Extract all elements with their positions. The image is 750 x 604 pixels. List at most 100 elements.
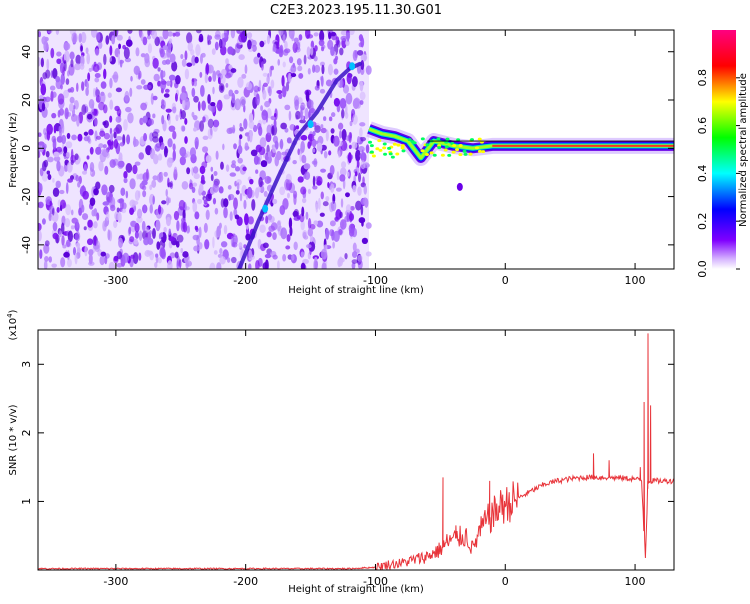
noise-speckle bbox=[236, 30, 241, 34]
noise-speckle bbox=[176, 234, 184, 243]
noise-speckle bbox=[316, 180, 322, 186]
noise-speckle bbox=[104, 222, 108, 228]
noise-speckle bbox=[216, 262, 222, 269]
noise-speckle bbox=[61, 123, 65, 134]
noise-speckle bbox=[80, 31, 87, 44]
trace-speckle bbox=[447, 153, 452, 157]
noise-speckle bbox=[77, 133, 83, 142]
noise-speckle bbox=[89, 146, 94, 155]
diagonal-trace-highlight bbox=[349, 62, 356, 71]
noise-speckle bbox=[94, 73, 101, 78]
diagonal-trace bbox=[237, 61, 362, 269]
noise-speckle bbox=[76, 82, 79, 93]
noise-speckle bbox=[166, 216, 171, 227]
noise-speckle bbox=[56, 160, 61, 172]
noise-speckle bbox=[119, 142, 125, 147]
noise-speckle bbox=[274, 155, 280, 167]
colorbar-tick-label: 0.0 bbox=[696, 260, 709, 278]
noise-speckle bbox=[66, 132, 71, 139]
noise-speckle bbox=[147, 43, 153, 54]
noise-speckle bbox=[154, 143, 161, 152]
noise-speckle bbox=[109, 56, 112, 62]
noise-speckle bbox=[301, 206, 305, 217]
spectrogram-x-ticks: -300 -200 -100 0 100 bbox=[103, 30, 646, 287]
noise-speckle bbox=[88, 129, 94, 136]
noise-speckle bbox=[182, 221, 188, 233]
noise-speckle bbox=[141, 180, 148, 186]
trace-speckle bbox=[382, 142, 387, 146]
noise-speckle bbox=[271, 125, 275, 136]
noise-speckle bbox=[117, 160, 124, 170]
noise-speckle bbox=[94, 117, 98, 127]
noise-speckle bbox=[52, 187, 60, 197]
noise-speckle bbox=[179, 92, 187, 101]
noise-speckle bbox=[154, 262, 158, 269]
noise-speckle bbox=[172, 130, 177, 140]
noise-speckle bbox=[83, 226, 87, 231]
noise-speckle bbox=[60, 257, 66, 268]
noise-speckle bbox=[239, 96, 246, 107]
noise-speckle bbox=[42, 218, 46, 225]
noise-speckle bbox=[56, 58, 62, 65]
noise-speckle bbox=[65, 204, 72, 216]
noise-speckle bbox=[88, 261, 95, 266]
noise-speckle bbox=[63, 42, 71, 51]
noise-speckle bbox=[59, 230, 62, 238]
noise-speckle bbox=[98, 143, 104, 149]
noise-speckle bbox=[286, 192, 290, 199]
trace-speckle bbox=[400, 146, 405, 150]
noise-speckle bbox=[357, 259, 363, 269]
noise-speckle bbox=[152, 228, 156, 239]
noise-speckle bbox=[186, 62, 193, 67]
noise-speckle bbox=[365, 222, 372, 229]
noise-speckle bbox=[95, 135, 102, 140]
noise-speckle bbox=[91, 186, 95, 198]
noise-speckle bbox=[93, 221, 98, 229]
trace-speckle bbox=[463, 152, 468, 156]
noise-speckle bbox=[245, 82, 253, 91]
noise-speckle bbox=[144, 58, 151, 68]
noise-speckle bbox=[297, 65, 303, 72]
noise-speckle bbox=[313, 220, 319, 226]
noise-speckle bbox=[197, 101, 201, 112]
noise-speckle bbox=[264, 175, 271, 184]
x-tick-label: -100 bbox=[363, 575, 388, 588]
noise-speckle bbox=[300, 220, 305, 231]
noise-speckle bbox=[340, 35, 348, 41]
noise-speckle bbox=[102, 149, 109, 158]
noise-speckle bbox=[81, 204, 85, 213]
noise-speckle bbox=[254, 187, 259, 199]
noise-speckle bbox=[234, 89, 239, 95]
noise-speckle bbox=[297, 148, 301, 156]
noise-speckle bbox=[359, 91, 366, 101]
snr-x-ticks: -300 -200 -100 0 100 bbox=[103, 330, 646, 588]
y-tick-label: 40 bbox=[20, 45, 33, 59]
noise-speckle bbox=[143, 133, 148, 142]
noise-speckle bbox=[161, 200, 167, 205]
noise-speckle bbox=[123, 177, 128, 184]
noise-speckle bbox=[248, 120, 255, 129]
noise-speckle bbox=[316, 220, 324, 228]
noise-speckle bbox=[220, 73, 226, 85]
noise-speckle bbox=[216, 99, 223, 112]
noise-speckle bbox=[201, 161, 208, 169]
noise-speckle bbox=[311, 138, 317, 148]
trace-speckle bbox=[458, 143, 463, 147]
noise-speckle bbox=[358, 217, 366, 224]
noise-speckle bbox=[262, 89, 267, 100]
noise-speckle bbox=[279, 186, 286, 196]
noise-speckle bbox=[113, 127, 120, 135]
noise-speckle bbox=[102, 201, 110, 206]
x-tick-label: -200 bbox=[233, 274, 258, 287]
noise-speckle bbox=[50, 47, 55, 59]
noise-speckle bbox=[285, 245, 291, 250]
noise-speckle bbox=[51, 263, 57, 268]
noise-speckle bbox=[351, 251, 358, 259]
noise-speckle bbox=[125, 162, 133, 173]
noise-speckle bbox=[364, 197, 369, 208]
noise-speckle bbox=[272, 254, 278, 260]
noise-speckle bbox=[207, 39, 212, 45]
noise-speckle bbox=[337, 122, 344, 130]
noise-speckle bbox=[365, 251, 372, 257]
noise-speckle bbox=[70, 59, 74, 68]
